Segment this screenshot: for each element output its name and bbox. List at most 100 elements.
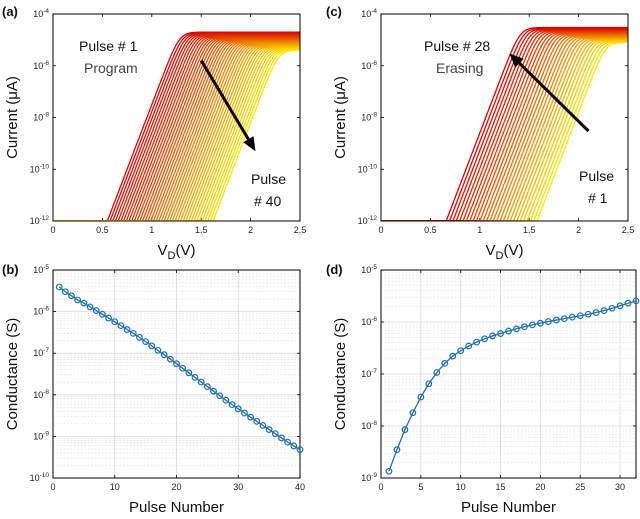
conductance-point <box>441 359 449 367</box>
conductance-point <box>624 299 632 307</box>
pulse-curve <box>53 46 300 221</box>
x-tick-label: 5 <box>418 482 423 492</box>
y-tick-label: 10-5 <box>33 264 49 275</box>
x-tick-label: 40 <box>295 482 305 492</box>
annotation-c-1: # 1 <box>588 190 608 206</box>
x-tick-label: 1.5 <box>523 225 536 235</box>
pulse-curve <box>53 46 300 221</box>
conductance-point <box>505 327 512 335</box>
plot-frame-top <box>52 13 301 222</box>
conductance-point <box>560 315 568 323</box>
conductance-point <box>481 335 488 343</box>
conductance-point <box>290 442 298 450</box>
x-tick-label: 0.5 <box>424 225 437 235</box>
y-tick-label: 10-4 <box>361 8 377 19</box>
curve-group <box>381 26 628 221</box>
conductance-point <box>197 378 205 386</box>
conductance-point <box>241 409 248 417</box>
conductance-point <box>521 323 528 331</box>
trend-arrow-shaft <box>199 59 250 140</box>
conductance-line <box>388 300 637 472</box>
x-tick-label: 0 <box>378 482 383 492</box>
conductance-point <box>105 314 112 322</box>
conductance-point <box>191 374 199 381</box>
pulse-curve <box>53 43 300 221</box>
conductance-point <box>584 310 592 318</box>
x-tick-label: 2.5 <box>622 225 635 235</box>
annotation-c-pulse28: Pulse # 28 <box>424 38 490 54</box>
pulse-curve <box>53 45 300 221</box>
conductance-point <box>576 312 584 320</box>
x-tick-label: 1.5 <box>195 225 208 235</box>
conductance-point <box>417 393 425 401</box>
conductance-point <box>296 446 304 454</box>
pulse-curve <box>381 39 628 221</box>
conductance-point <box>98 310 106 318</box>
panel-label-d: (d) <box>326 262 343 277</box>
y-tick-label: 10-6 <box>33 60 49 71</box>
y-tick-label: 10-10 <box>30 472 50 483</box>
pulse-curve <box>381 38 628 221</box>
x-axis-label: Pulse Number <box>129 499 224 516</box>
conductance-point <box>129 329 137 337</box>
conductance-point <box>247 413 255 421</box>
conductance-point <box>568 313 576 321</box>
y-tick-label: 10-5 <box>361 264 377 275</box>
pulse-curve <box>381 36 628 221</box>
panel-a: 0 0.5 1 1.5 2 2.5 10-12 10-10 10-8 10-6 10-4 VD(V) C… <box>4 8 306 262</box>
pulse-curve <box>53 43 300 221</box>
conductance-point <box>117 322 125 330</box>
pulse-curve <box>53 47 300 221</box>
x-tick-label: 30 <box>615 482 625 492</box>
pulse-curve <box>53 48 300 221</box>
pulse-curve <box>381 41 628 221</box>
pulse-curve <box>53 49 300 221</box>
curve-group <box>53 31 300 221</box>
pulse-curve <box>53 47 300 221</box>
conductance-point <box>385 467 393 475</box>
y-tick-label: 10-6 <box>361 60 377 71</box>
conductance-point <box>449 352 457 360</box>
conductance-point <box>166 355 174 363</box>
conductance-point <box>154 346 162 354</box>
conductance-point <box>465 342 473 350</box>
y-tick-label: 10-8 <box>33 112 49 123</box>
y-tick-label: 10-10 <box>30 163 50 174</box>
pulse-curve <box>381 38 628 221</box>
y-tick-label: 10-12 <box>358 215 378 226</box>
x-tick-label: 20 <box>535 482 545 492</box>
conductance-point <box>497 330 504 337</box>
pulse-curve <box>53 44 300 221</box>
y-tick-label: 10-8 <box>33 389 49 400</box>
conductance-point <box>616 302 624 310</box>
panel-b: 0 10 20 30 40 10-10 10-9 10-8 10-7 10-6 10-5 Pulse … <box>4 264 305 516</box>
conductance-point <box>123 326 131 333</box>
y-axis-label: Current (μA) <box>4 76 21 159</box>
conductance-point <box>173 360 180 368</box>
x-tick-label: 2 <box>576 225 581 235</box>
trend-arrow-head <box>509 53 524 68</box>
x-tick-label: 2.5 <box>294 225 307 235</box>
panel-c: 0 0.5 1 1.5 2 2.5 10-12 10-10 10-8 10-6 10-4 VD(V) C… <box>332 8 634 262</box>
panel-d: 0 5 10 15 20 25 30 10-9 10-8 10-7 10-6 10-5 Pulse Nu… <box>332 264 640 516</box>
y-tick-label: 10-9 <box>33 430 49 441</box>
conductance-point <box>179 364 187 372</box>
conductance-point <box>600 307 608 314</box>
pulse-curve <box>53 49 300 221</box>
x-tick-label: 10 <box>456 482 466 492</box>
annotation-c-pulse: Pulse <box>579 168 614 184</box>
x-tick-label: 0 <box>50 225 55 235</box>
conductance-point <box>265 426 273 433</box>
conductance-point <box>409 409 417 417</box>
conductance-point <box>142 338 150 346</box>
x-tick-label: 0 <box>50 482 55 492</box>
conductance-point <box>80 299 88 307</box>
conductance-point <box>401 426 409 434</box>
y-axis-label: Conductance (S) <box>4 318 21 431</box>
conductance-point <box>68 292 75 300</box>
pulse-curve <box>381 41 628 221</box>
conductance-line <box>58 286 301 451</box>
pulse-curve <box>381 40 628 221</box>
x-tick-label: 1 <box>149 225 154 235</box>
